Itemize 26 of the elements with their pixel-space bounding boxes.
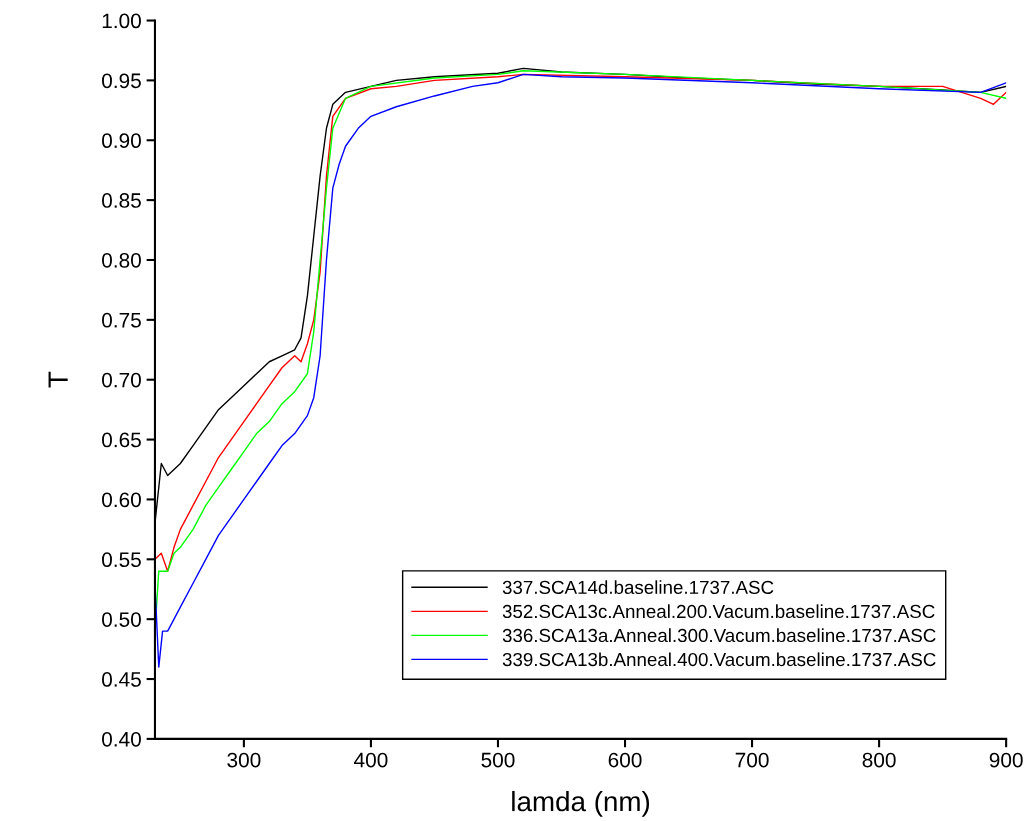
y-tick-label: 1.00 (102, 13, 141, 29)
x-tick-label: 600 (608, 752, 642, 768)
y-tick-label: 0.90 (102, 133, 141, 149)
legend-label: 339.SCA13b.Anneal.400.Vacum.baseline.1737.ASC (502, 652, 936, 667)
x-tick-label: 500 (481, 752, 515, 768)
x-tick-label: 800 (862, 752, 896, 768)
y-tick-label: 0.55 (102, 552, 141, 568)
x-tick-label: 900 (989, 752, 1023, 768)
y-tick-label: 0.60 (102, 492, 141, 508)
y-tick-label: 0.75 (102, 312, 141, 328)
y-tick-label: 0.70 (102, 372, 141, 388)
legend-label: 352.SCA13c.Anneal.200.Vacum.baseline.1737.ASC (502, 604, 935, 619)
y-tick-label: 0.50 (102, 612, 141, 627)
y-tick-label: 0.40 (102, 731, 141, 747)
y-tick-label: 0.85 (102, 193, 141, 208)
y-axis-title: T (48, 371, 68, 388)
y-tick-label: 0.45 (102, 672, 141, 687)
y-tick-label: 0.80 (102, 252, 141, 268)
y-tick-label: 0.95 (102, 73, 141, 89)
x-tick-label: 700 (735, 752, 769, 768)
x-tick-label: 300 (227, 752, 261, 768)
x-axis-title: lamda (nm) (512, 790, 650, 817)
x-tick-label: 400 (354, 752, 388, 768)
y-tick-label: 0.65 (102, 432, 141, 448)
legend-label: 336.SCA13a.Anneal.300.Vacum.baseline.1737.ASC (502, 628, 936, 643)
legend-label: 337.SCA14d.baseline.1737.ASC (502, 580, 774, 595)
